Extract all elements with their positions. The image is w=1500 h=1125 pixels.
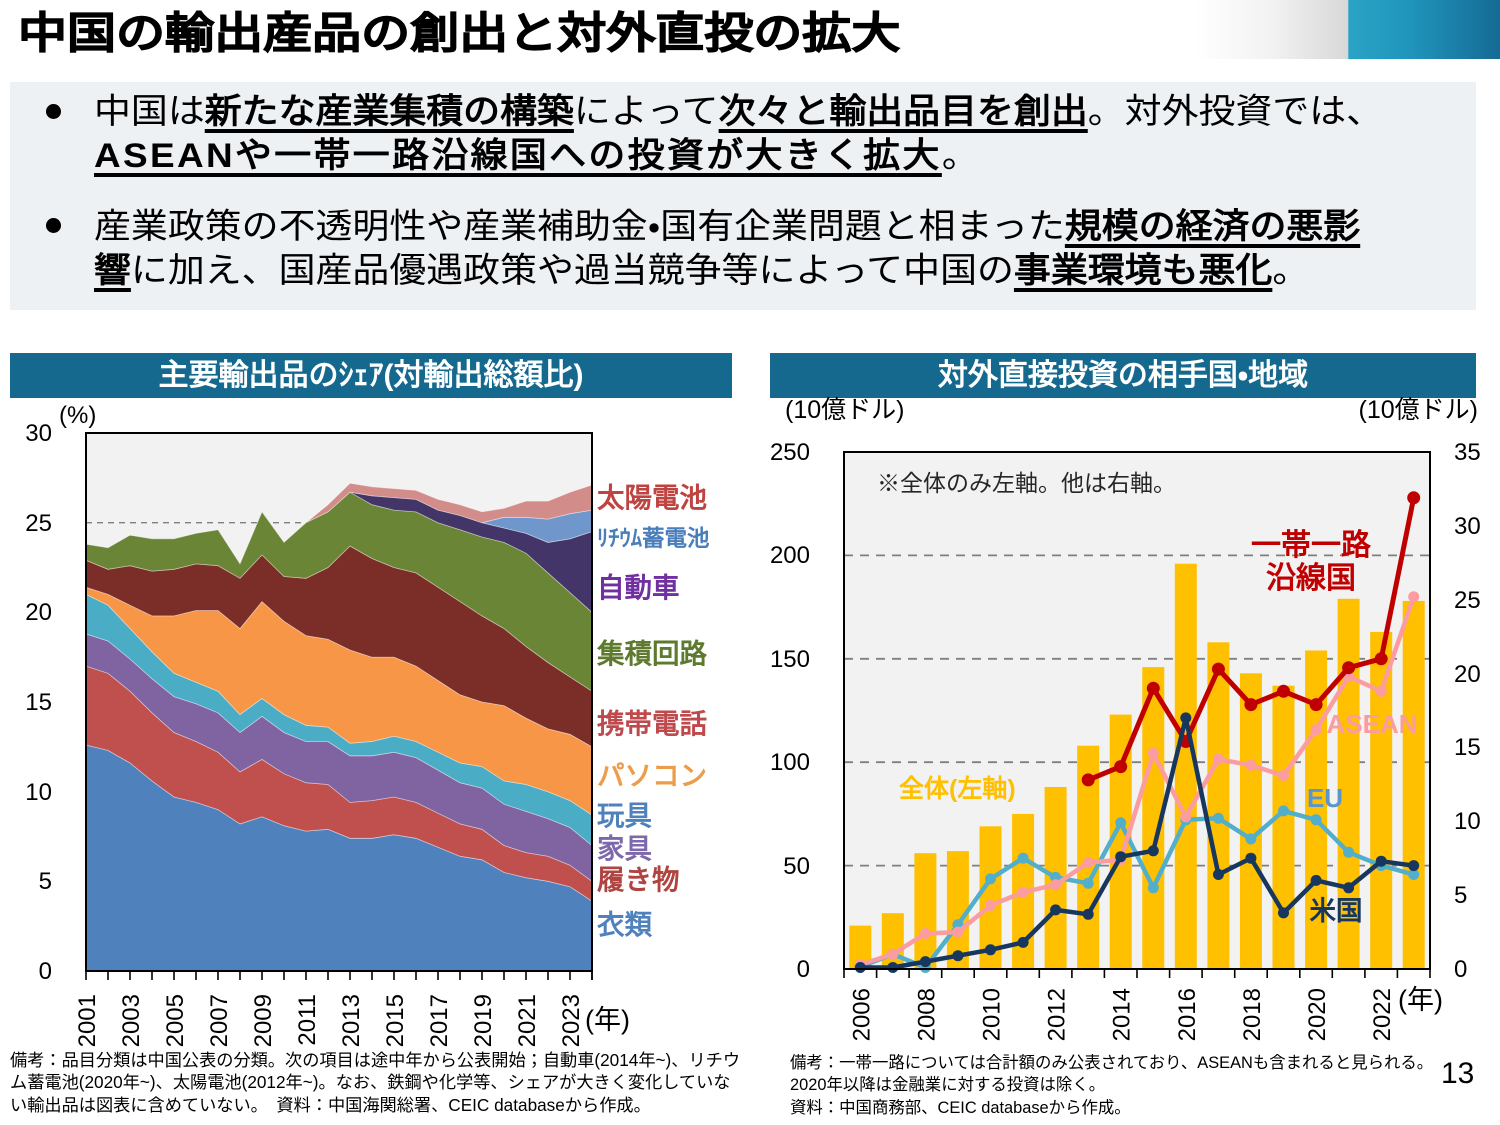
svg-text:2012: 2012 — [1044, 988, 1071, 1041]
svg-text:25: 25 — [25, 510, 52, 537]
svg-text:20: 20 — [1454, 661, 1481, 688]
svg-text:2008: 2008 — [913, 988, 940, 1041]
svg-text:(%): (%) — [59, 402, 96, 429]
svg-text:2001: 2001 — [74, 994, 101, 1047]
svg-text:5: 5 — [1454, 882, 1467, 909]
svg-text:2006: 2006 — [848, 988, 875, 1041]
svg-text:0: 0 — [797, 956, 810, 983]
svg-text:200: 200 — [770, 542, 810, 569]
svg-text:2017: 2017 — [426, 994, 453, 1047]
svg-text:2020: 2020 — [1304, 988, 1331, 1041]
svg-text:10: 10 — [1454, 808, 1481, 835]
svg-text:150: 150 — [770, 646, 810, 673]
svg-text:2005: 2005 — [162, 994, 189, 1047]
svg-text:EU: EU — [1307, 783, 1343, 813]
svg-text:25: 25 — [1454, 587, 1481, 614]
svg-text:2014: 2014 — [1109, 988, 1136, 1041]
svg-text:10: 10 — [25, 779, 52, 806]
svg-text:30: 30 — [25, 420, 52, 447]
svg-text:30: 30 — [1454, 513, 1481, 540]
svg-text:100: 100 — [770, 749, 810, 776]
svg-text:2021: 2021 — [514, 994, 541, 1047]
svg-text:2023: 2023 — [558, 994, 585, 1047]
svg-text:2007: 2007 — [206, 994, 233, 1047]
svg-text:2016: 2016 — [1174, 988, 1201, 1041]
svg-text:2018: 2018 — [1239, 988, 1266, 1041]
svg-text:0: 0 — [39, 958, 52, 985]
svg-text:2011: 2011 — [294, 994, 321, 1046]
svg-text:2015: 2015 — [382, 994, 409, 1047]
svg-text:250: 250 — [770, 439, 810, 466]
svg-text:15: 15 — [1454, 734, 1481, 761]
svg-text:20: 20 — [25, 599, 52, 626]
svg-text:ASEAN: ASEAN — [1326, 709, 1417, 739]
svg-text:0: 0 — [1454, 956, 1467, 983]
svg-text:35: 35 — [1454, 439, 1481, 466]
svg-text:2010: 2010 — [979, 988, 1006, 1041]
svg-text:50: 50 — [783, 853, 810, 880]
svg-text:2009: 2009 — [250, 994, 277, 1047]
svg-text:15: 15 — [25, 689, 52, 716]
svg-text:2022: 2022 — [1369, 988, 1396, 1041]
svg-text:5: 5 — [39, 868, 52, 895]
svg-text:2013: 2013 — [338, 994, 365, 1047]
svg-text:2019: 2019 — [470, 994, 497, 1047]
svg-text:2003: 2003 — [118, 994, 145, 1047]
